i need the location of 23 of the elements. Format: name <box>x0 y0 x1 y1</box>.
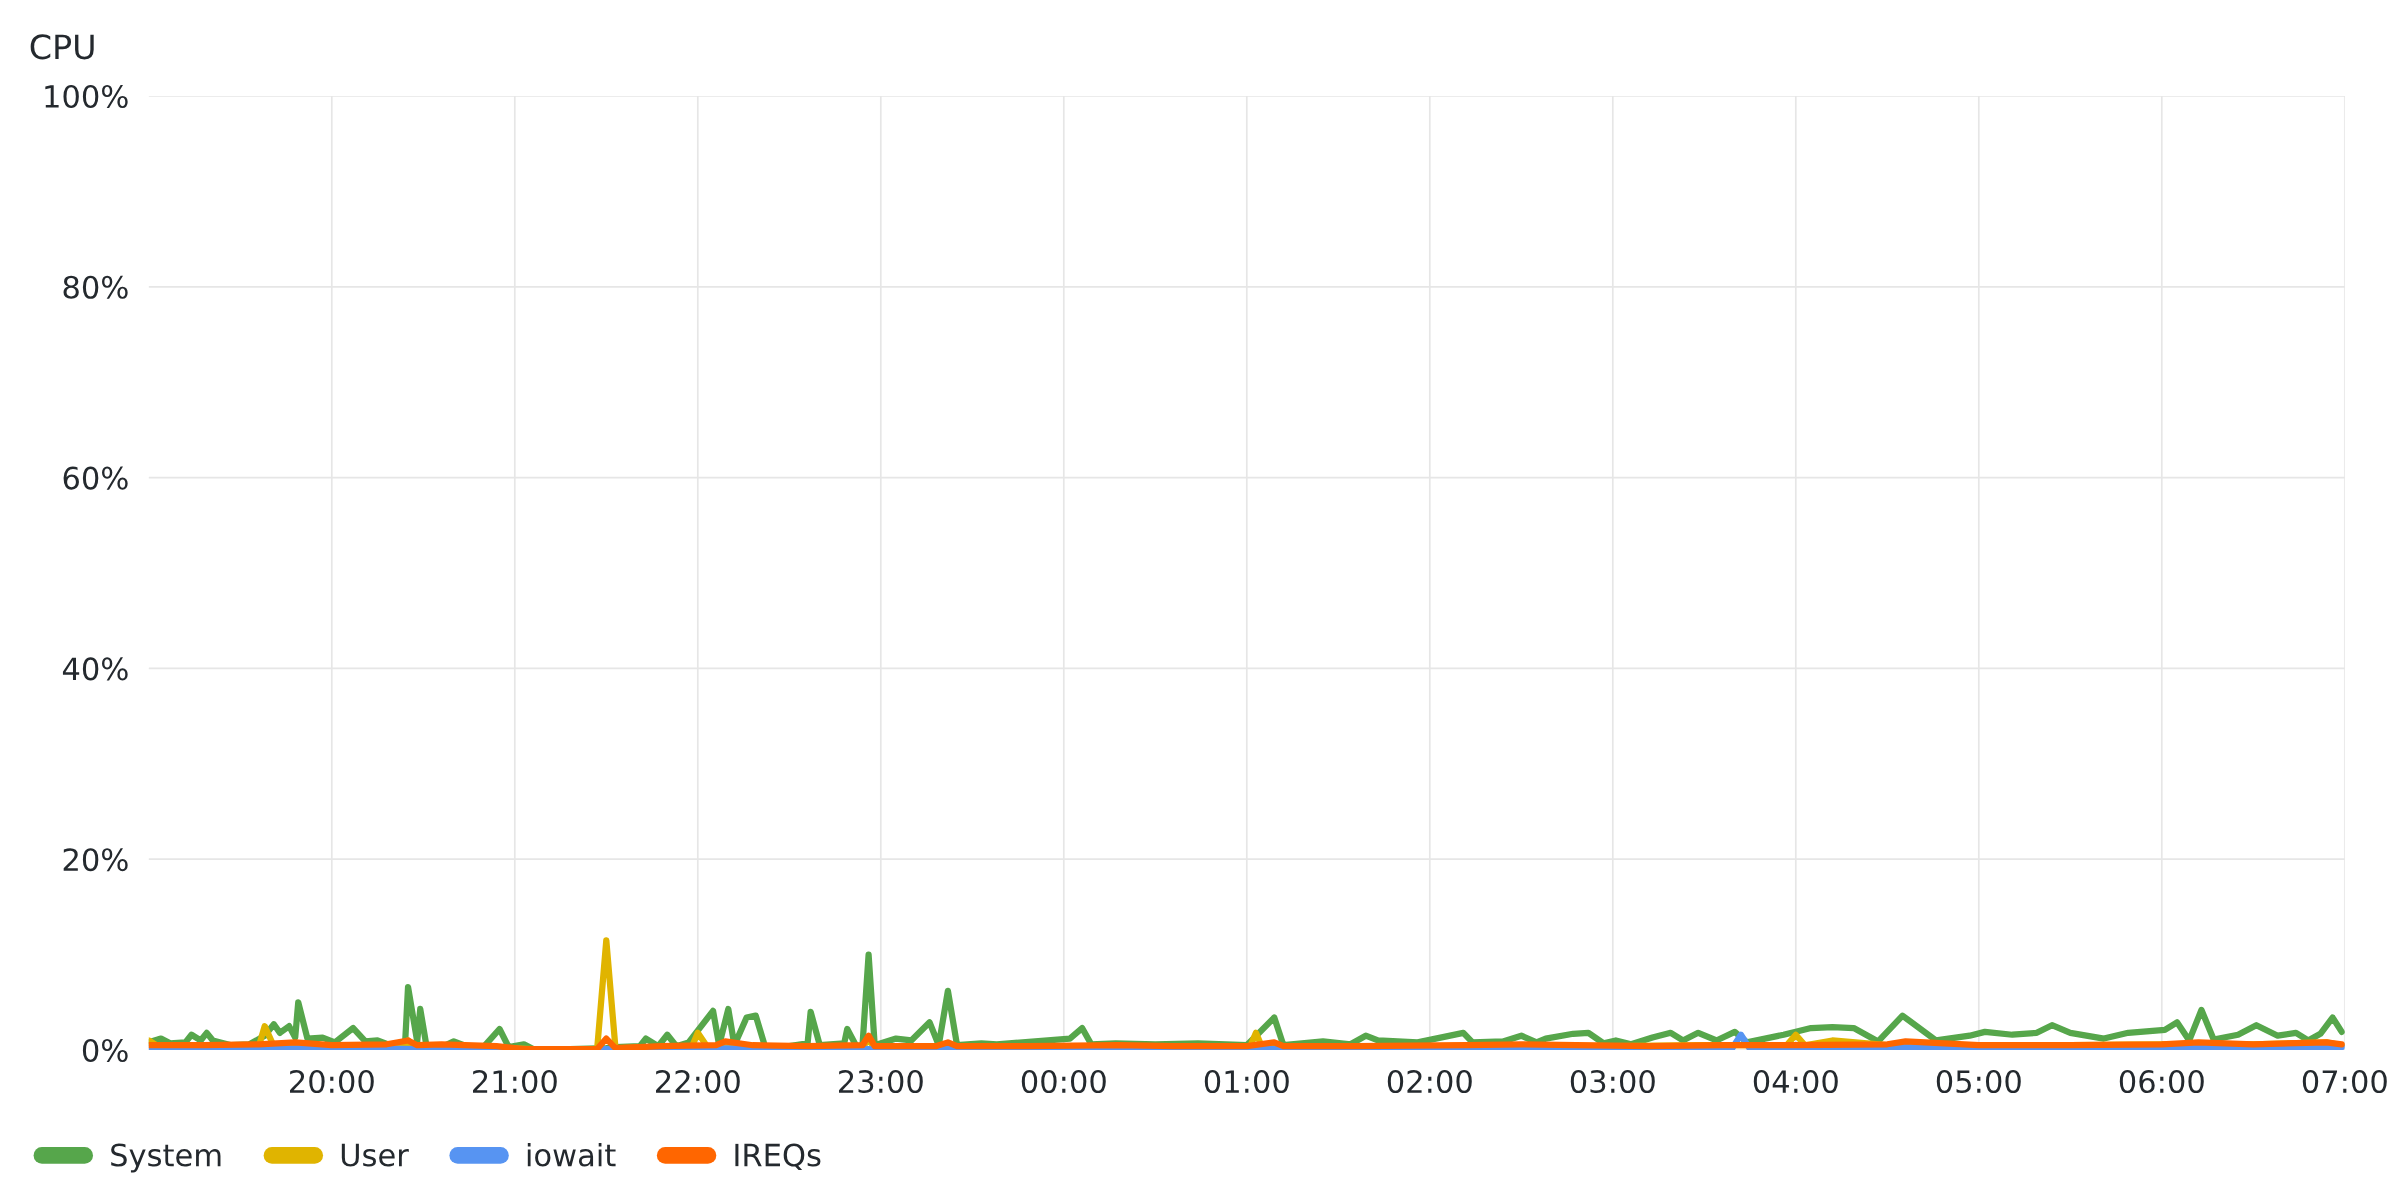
x-tick-label: 05:00 <box>1936 1069 2021 1094</box>
y-tick-label: 0% <box>82 1038 128 1063</box>
x-tick-label: 20:00 <box>290 1069 374 1094</box>
x-tick-label: 22:00 <box>656 1069 740 1094</box>
y-tick-label: 40% <box>62 657 128 681</box>
legend-label: User <box>341 1143 409 1167</box>
legend-label: IREQs <box>735 1143 821 1171</box>
chart-title: CPU <box>30 34 94 60</box>
y-tick-label: 80% <box>63 275 128 299</box>
y-tick-label: 60% <box>63 466 128 490</box>
x-tick-label: 02:00 <box>1387 1069 1472 1094</box>
legend-label: iowait <box>527 1142 616 1167</box>
x-tick-label: 04:00 <box>1753 1069 1838 1094</box>
x-tick-label: 01:00 <box>1204 1069 1289 1094</box>
x-tick-label: 21:00 <box>473 1069 557 1094</box>
x-tick-label: 07:00 <box>2302 1069 2387 1094</box>
x-tick-label: 03:00 <box>1570 1069 1655 1094</box>
legend-label: System <box>111 1143 221 1173</box>
x-tick-label: 00:00 <box>1021 1069 1106 1094</box>
y-tick-label: 100% <box>45 84 128 109</box>
y-tick-label: 20% <box>63 848 128 872</box>
x-tick-label: 23:00 <box>839 1069 923 1094</box>
x-tick-label: 06:00 <box>2119 1069 2204 1094</box>
